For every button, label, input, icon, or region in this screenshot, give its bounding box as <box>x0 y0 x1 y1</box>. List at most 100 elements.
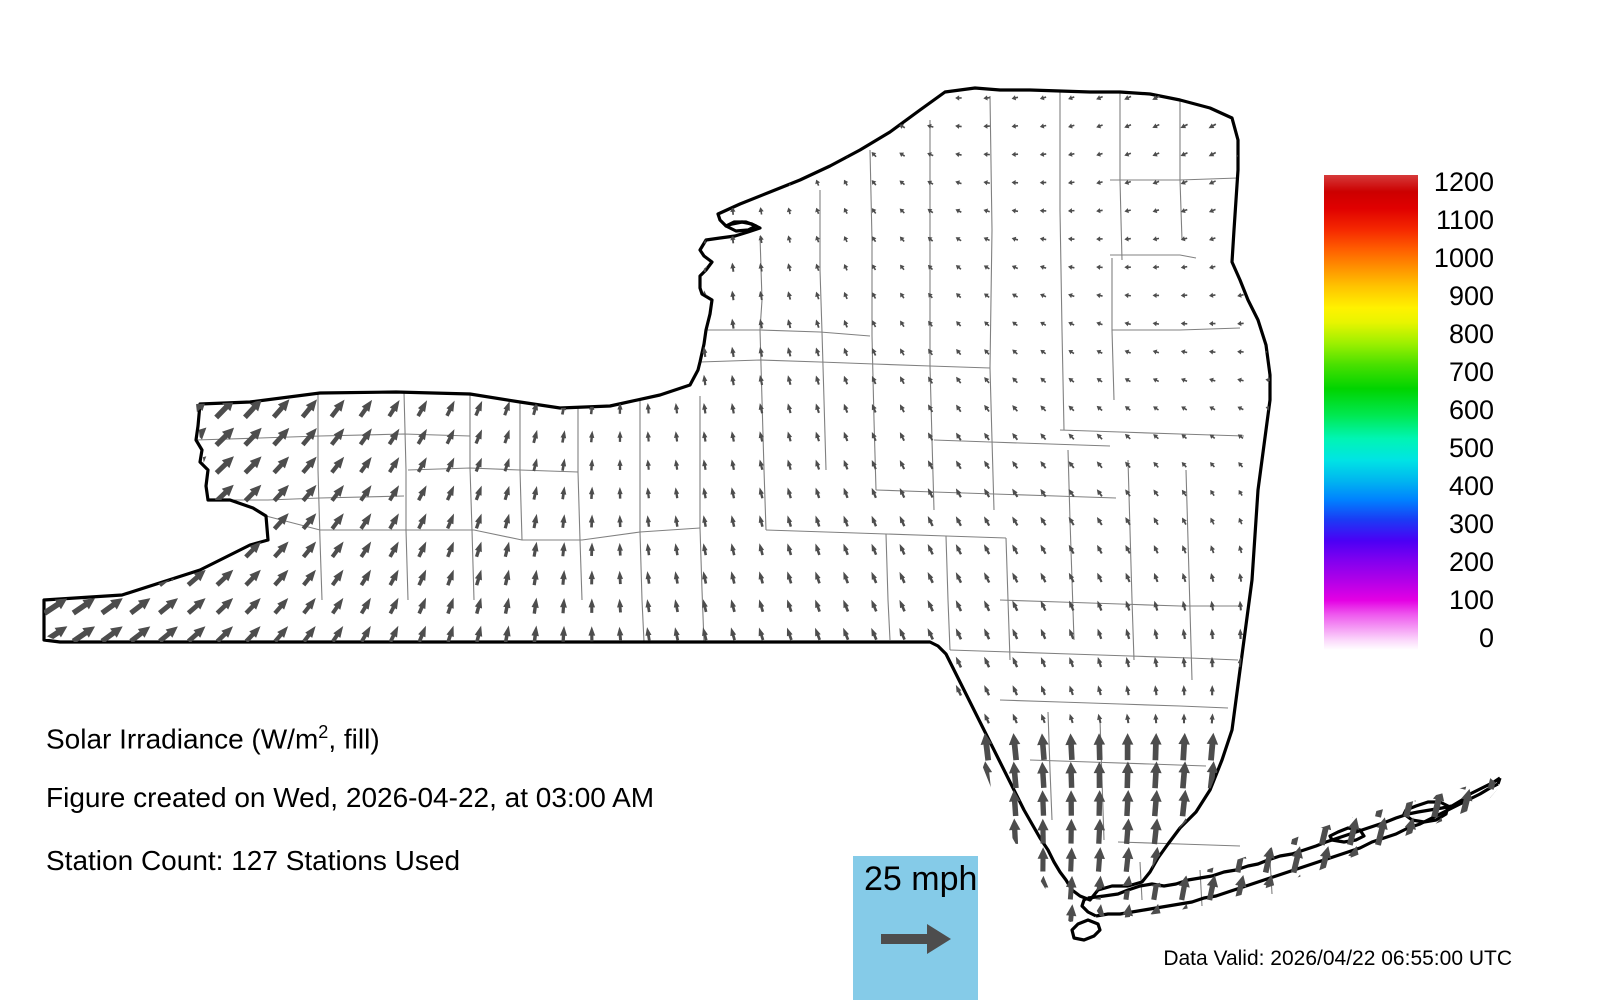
wind-vector-arrow <box>1181 572 1187 583</box>
wind-vector-arrow <box>1238 545 1244 554</box>
wind-vector-arrow <box>843 375 849 385</box>
wind-vector-arrow <box>1208 208 1216 213</box>
wind-reference-arrow-icon <box>881 922 953 961</box>
wind-vector-arrow <box>815 571 821 584</box>
wind-vector-arrow <box>1039 123 1047 129</box>
wind-vector-arrow <box>1153 461 1159 468</box>
wind-vector-arrow <box>617 402 623 414</box>
wind-vector-arrow <box>1375 817 1388 846</box>
wind-vector-arrow <box>786 599 793 613</box>
wind-vector-arrow <box>1068 433 1075 440</box>
wind-vector-arrow <box>1181 600 1187 611</box>
wind-vector-arrow <box>674 459 680 470</box>
wind-vector-arrow <box>617 430 623 442</box>
wind-vector-arrow <box>1153 628 1159 640</box>
wind-vector-arrow <box>273 597 289 615</box>
wind-vector-arrow <box>531 597 539 614</box>
wind-vector-arrow <box>1040 433 1047 441</box>
wind-vector-arrow <box>956 404 962 413</box>
wind-vector-arrow <box>1125 489 1131 497</box>
wind-vector-arrow <box>983 95 990 101</box>
wind-vector-arrow <box>1012 432 1019 441</box>
wind-vector-arrow <box>330 485 344 502</box>
wind-vector-arrow <box>984 713 990 724</box>
wind-vector-arrow <box>243 456 262 475</box>
wind-vector-arrow <box>1008 761 1021 789</box>
wind-vector-arrow <box>871 627 878 641</box>
wind-vector-arrow <box>843 291 849 300</box>
wind-vector-arrow <box>1122 847 1134 873</box>
wind-vector-arrow <box>1150 818 1162 845</box>
wind-vector-arrow <box>1124 151 1132 157</box>
wind-vector-arrow <box>1012 656 1019 668</box>
wind-vector-arrow <box>730 543 736 556</box>
wind-vector-arrow <box>387 400 400 418</box>
wind-vector-arrow <box>359 541 372 558</box>
wind-vector-arrow <box>899 543 906 556</box>
wind-vector-arrow <box>871 152 877 158</box>
wind-vector-arrow <box>787 403 793 414</box>
wind-vector-arrow <box>955 265 962 270</box>
wind-vector-arrow <box>730 515 736 528</box>
wind-vector-arrow <box>417 569 427 586</box>
wind-vector-arrow <box>702 459 708 470</box>
wind-vector-arrow <box>445 400 455 417</box>
wind-vector-arrow <box>1124 321 1131 327</box>
wind-vector-arrow <box>871 180 877 186</box>
wind-vector-arrow <box>984 656 991 668</box>
wind-vector-arrow <box>1096 236 1103 242</box>
wind-vector-arrow <box>956 321 962 327</box>
wind-vector-arrow <box>956 432 962 441</box>
wind-vector-arrow <box>1012 377 1018 384</box>
wind-vector-arrow <box>1065 733 1077 761</box>
wind-vector-arrow <box>787 487 793 499</box>
wind-vector-arrow <box>388 485 400 502</box>
wind-vector-arrow <box>786 291 792 300</box>
wind-vector-arrow <box>899 152 906 157</box>
wind-vector-arrow <box>1210 462 1215 468</box>
wind-vector-arrow <box>955 516 962 527</box>
wind-vector-arrow <box>1153 489 1159 497</box>
wind-vector-arrow <box>984 685 991 696</box>
wind-vector-arrow <box>1237 628 1244 640</box>
wind-vector-arrow <box>416 400 428 418</box>
wind-vector-arrow <box>928 404 934 413</box>
wind-vector-arrow <box>984 349 990 355</box>
wind-vector-arrow <box>1067 236 1075 242</box>
wind-vector-arrow <box>1152 179 1160 185</box>
wind-vector-arrow <box>589 458 595 471</box>
wind-vector-arrow <box>617 514 623 528</box>
station-count-text: Station Count: 127 Stations Used <box>46 845 461 876</box>
wind-vector-arrow <box>927 152 934 158</box>
wind-vector-arrow <box>531 486 539 500</box>
wind-vector-arrow <box>1096 293 1103 299</box>
wind-vector-arrow <box>983 265 990 270</box>
wind-vector-arrow <box>1097 544 1103 555</box>
wind-vector-arrow <box>871 264 877 271</box>
wind-vector-arrow <box>1124 292 1131 299</box>
wind-vector-arrow <box>1210 489 1215 497</box>
wind-vector-arrow <box>1265 377 1272 383</box>
wind-vector-arrow <box>1182 517 1187 525</box>
wind-vector-arrow <box>673 403 680 414</box>
wind-vector-arrow <box>983 180 990 186</box>
wind-vector-arrow <box>1238 462 1244 468</box>
wind-vector-arrow <box>758 599 765 613</box>
wind-vector-arrow <box>1096 151 1103 157</box>
wind-vector-arrow <box>158 626 178 644</box>
wind-vector-arrow <box>388 569 399 587</box>
wind-vector-arrow <box>1209 685 1215 696</box>
wind-vector-arrow <box>815 403 821 414</box>
wind-vector-arrow <box>1290 846 1303 874</box>
wind-vector-arrow <box>786 347 793 357</box>
colorbar-tick-700: 700 <box>1448 357 1494 387</box>
wind-vector-arrow <box>984 432 990 441</box>
figure-title: Solar Irradiance (W/m2, fill) <box>46 722 380 755</box>
wind-vector-arrow <box>815 515 821 527</box>
wind-vector-arrow <box>588 514 595 528</box>
wind-vector-arrow <box>1180 321 1188 327</box>
wind-vector-arrow <box>843 347 849 357</box>
wind-vector-arrow <box>899 628 906 641</box>
wind-vector-arrow <box>1040 488 1047 498</box>
wind-vector-arrow <box>1093 818 1106 844</box>
